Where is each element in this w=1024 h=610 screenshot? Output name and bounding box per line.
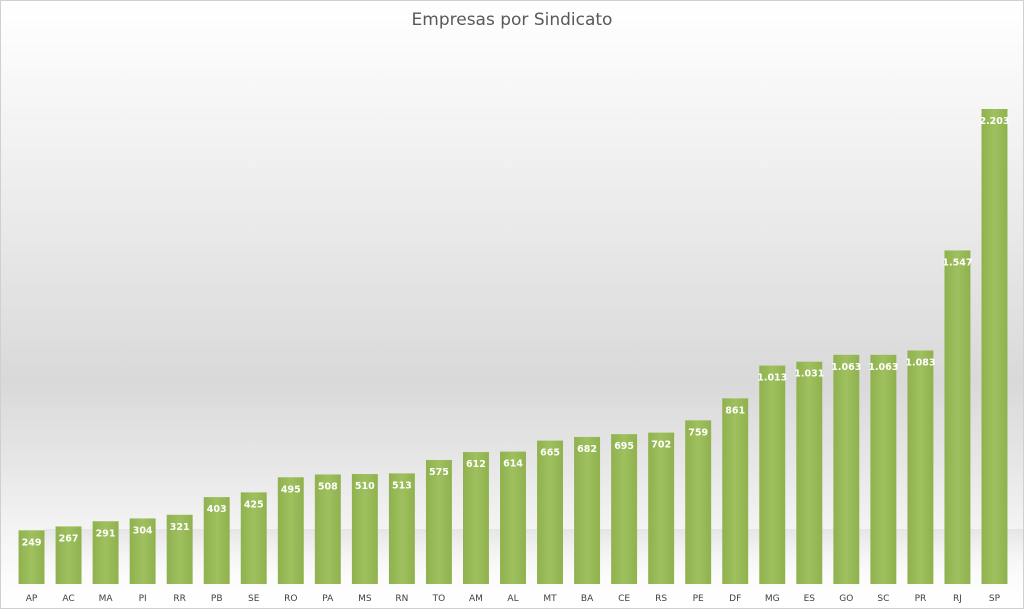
x-tick-label: SC xyxy=(877,594,889,604)
bar-ro xyxy=(277,477,304,584)
bar-ce xyxy=(611,434,638,584)
x-tick-label: AL xyxy=(507,594,518,604)
bar-rs xyxy=(648,432,675,584)
x-tick-label: RO xyxy=(284,594,297,604)
data-label: 510 xyxy=(355,481,375,492)
data-label: 249 xyxy=(22,537,42,548)
x-tick-label: RS xyxy=(655,594,667,604)
data-label: 1.547 xyxy=(942,257,972,268)
bar-rj xyxy=(944,250,971,584)
x-tick-label: MA xyxy=(99,594,114,604)
x-tick-label: AP xyxy=(26,594,38,604)
data-label: 695 xyxy=(614,441,634,452)
bar-rr xyxy=(166,514,193,584)
x-tick-label: TO xyxy=(432,594,446,604)
data-label: 759 xyxy=(688,427,708,438)
data-label: 575 xyxy=(429,467,449,478)
bar-rn xyxy=(388,473,415,584)
x-tick-label: PR xyxy=(915,594,927,604)
data-label: 403 xyxy=(207,504,227,515)
x-tick-label: PE xyxy=(693,594,704,604)
bar-pi xyxy=(129,518,156,584)
data-label: 1.031 xyxy=(794,369,824,380)
data-label: 861 xyxy=(725,405,745,416)
bar-sc xyxy=(870,354,897,584)
bar-ms xyxy=(351,474,378,584)
data-label: 665 xyxy=(540,448,560,459)
bar-to xyxy=(425,460,452,584)
x-tick-label: BA xyxy=(581,594,594,604)
data-label: 1.083 xyxy=(905,357,935,368)
data-label: 2.203 xyxy=(979,116,1009,127)
bar-pa xyxy=(314,474,341,584)
x-tick-label: AC xyxy=(62,594,74,604)
data-label: 1.063 xyxy=(868,362,898,373)
x-tick-label: GO xyxy=(839,594,853,604)
x-tick-label: DF xyxy=(729,594,741,604)
bar-ap xyxy=(18,530,45,584)
x-tick-label: RN xyxy=(395,594,408,604)
bar-se xyxy=(240,492,267,584)
x-tick-label: CE xyxy=(618,594,630,604)
x-tick-label: ES xyxy=(804,594,816,604)
data-label: 513 xyxy=(392,480,412,491)
bar-go xyxy=(833,354,860,584)
bar-ac xyxy=(55,526,82,584)
chart-title: Empresas por Sindicato xyxy=(411,10,613,30)
data-label: 1.063 xyxy=(831,362,861,373)
data-label: 304 xyxy=(133,525,153,536)
x-tick-label: SE xyxy=(248,594,260,604)
data-label: 495 xyxy=(281,484,301,495)
x-tick-label: MG xyxy=(765,594,780,604)
data-label: 291 xyxy=(96,528,116,539)
data-label: 614 xyxy=(503,459,523,470)
x-tick-label: RR xyxy=(173,594,186,604)
x-tick-label: RJ xyxy=(953,594,962,604)
data-label: 267 xyxy=(59,533,79,544)
bar-df xyxy=(722,398,749,584)
bar-es xyxy=(796,361,823,584)
bar-mt xyxy=(537,440,563,584)
bar-ma xyxy=(92,521,119,584)
data-label: 425 xyxy=(244,499,264,510)
x-tick-label: PA xyxy=(322,594,334,604)
data-label: 508 xyxy=(318,481,338,492)
bar-ba xyxy=(574,436,601,584)
data-label: 321 xyxy=(170,522,190,533)
data-label: 702 xyxy=(651,440,671,451)
x-tick-label: MT xyxy=(543,594,557,604)
x-tick-label: SP xyxy=(989,594,1001,604)
x-tick-label: AM xyxy=(469,594,483,604)
bar-pe xyxy=(685,420,712,584)
bar-pr xyxy=(907,350,934,584)
bar-mg xyxy=(759,365,786,584)
bar-pb xyxy=(203,497,230,584)
bar-al xyxy=(500,451,526,584)
bar-am xyxy=(463,452,489,584)
data-label: 1.013 xyxy=(757,373,787,384)
x-tick-label: MS xyxy=(358,594,372,604)
data-label: 682 xyxy=(577,444,597,455)
x-tick-label: PI xyxy=(139,594,147,604)
bar-sp xyxy=(981,109,1008,584)
x-tick-label: PB xyxy=(211,594,223,604)
data-label: 612 xyxy=(466,459,486,470)
